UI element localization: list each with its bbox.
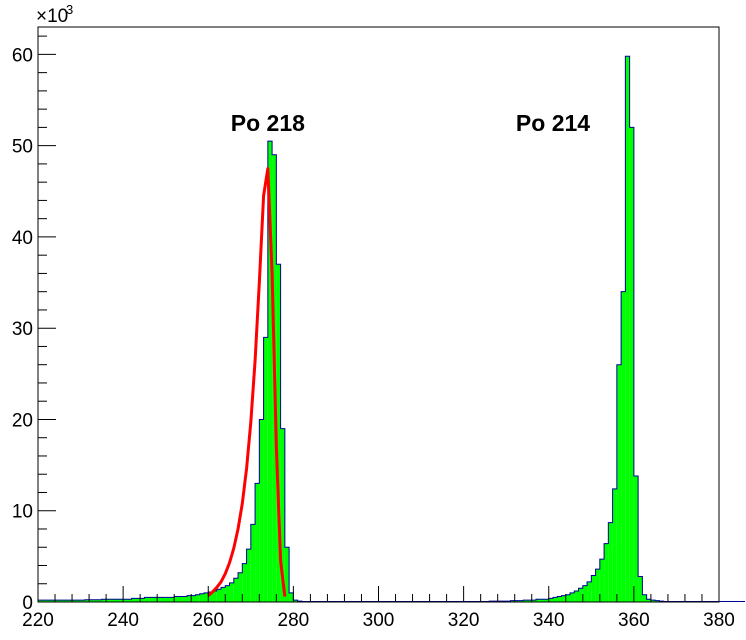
- x-tick-label: 360: [618, 610, 650, 631]
- histogram-bar: [638, 576, 642, 602]
- histogram-bar: [247, 549, 251, 602]
- histogram-bar: [149, 597, 153, 602]
- histogram-bar: [200, 594, 204, 602]
- histogram-outline: [38, 56, 745, 602]
- histogram-bar: [140, 598, 144, 602]
- histogram-bar: [221, 587, 225, 602]
- histogram-bar: [183, 597, 187, 602]
- histogram-bar: [570, 593, 574, 602]
- histogram-bar: [608, 523, 612, 602]
- histogram-bar: [566, 595, 570, 602]
- histogram-bar: [600, 559, 604, 602]
- histogram-bar: [144, 597, 148, 602]
- histogram-bar: [613, 489, 617, 602]
- histogram-bar: [251, 524, 255, 602]
- y-tick-label: 40: [12, 228, 33, 249]
- histogram-bar: [625, 56, 629, 602]
- histogram-bars: [38, 56, 745, 602]
- y-tick-label: 60: [12, 45, 33, 66]
- histogram-bar: [242, 564, 246, 602]
- histogram-bar: [634, 476, 638, 602]
- histogram-bar: [225, 586, 229, 602]
- histogram-bar: [178, 597, 182, 602]
- histogram-bar: [642, 595, 646, 602]
- x-tick-label: 380: [703, 610, 735, 631]
- x-tick-label: 280: [278, 610, 310, 631]
- x-tick-label: 320: [448, 610, 480, 631]
- histogram-bar: [604, 544, 608, 602]
- histogram-bar: [549, 598, 553, 602]
- peak-annotation: Po 214: [516, 110, 590, 136]
- y-tick-label: 20: [12, 410, 33, 431]
- histogram-bar: [161, 597, 165, 602]
- histogram-bar: [238, 573, 242, 602]
- x-tick-label: 300: [363, 610, 395, 631]
- histogram-bar: [170, 597, 174, 602]
- histogram-bar: [562, 596, 566, 602]
- histogram-bar: [217, 589, 221, 602]
- histogram-bar: [596, 569, 600, 602]
- histogram-bar: [557, 597, 561, 602]
- peak-annotations: Po 218 Po 214: [231, 110, 591, 136]
- x-tick-label: 340: [533, 610, 565, 631]
- y-tick-label: 0: [22, 593, 33, 614]
- histogram-bar: [630, 127, 634, 602]
- histogram-bar: [191, 596, 195, 602]
- x-tick-label: 260: [192, 610, 224, 631]
- histogram-bar: [174, 597, 178, 602]
- histogram-bar: [166, 597, 170, 602]
- histogram-bar: [587, 582, 591, 602]
- histogram-bar: [579, 588, 583, 602]
- y-tick-label: 10: [12, 502, 33, 523]
- histogram-bar: [553, 597, 557, 602]
- histogram-bar: [583, 586, 587, 602]
- histogram-bar: [136, 598, 140, 602]
- histogram-bar: [264, 337, 268, 602]
- histogram-bar: [157, 597, 161, 602]
- histogram-bar: [621, 292, 625, 602]
- y-tick-label: 50: [12, 137, 33, 158]
- y-axis-multiplier: ×10: [36, 6, 68, 27]
- histogram-bar: [574, 591, 578, 602]
- histogram-bar: [187, 596, 191, 602]
- peak-annotation: Po 218: [231, 110, 305, 136]
- histogram-bar: [234, 578, 238, 602]
- histogram-bar: [132, 598, 136, 602]
- histogram-bar: [259, 419, 263, 602]
- y-tick-label: 30: [12, 319, 33, 340]
- histogram-bar: [255, 483, 259, 602]
- histogram-bar: [153, 597, 157, 602]
- y-axis-multiplier-exponent: 3: [66, 2, 73, 17]
- histogram-bar: [617, 365, 621, 602]
- histogram-bar: [195, 595, 199, 602]
- histogram-bar: [289, 593, 293, 602]
- histogram-bar: [591, 576, 595, 602]
- x-tick-label: 240: [107, 610, 139, 631]
- histogram-bar: [230, 583, 234, 602]
